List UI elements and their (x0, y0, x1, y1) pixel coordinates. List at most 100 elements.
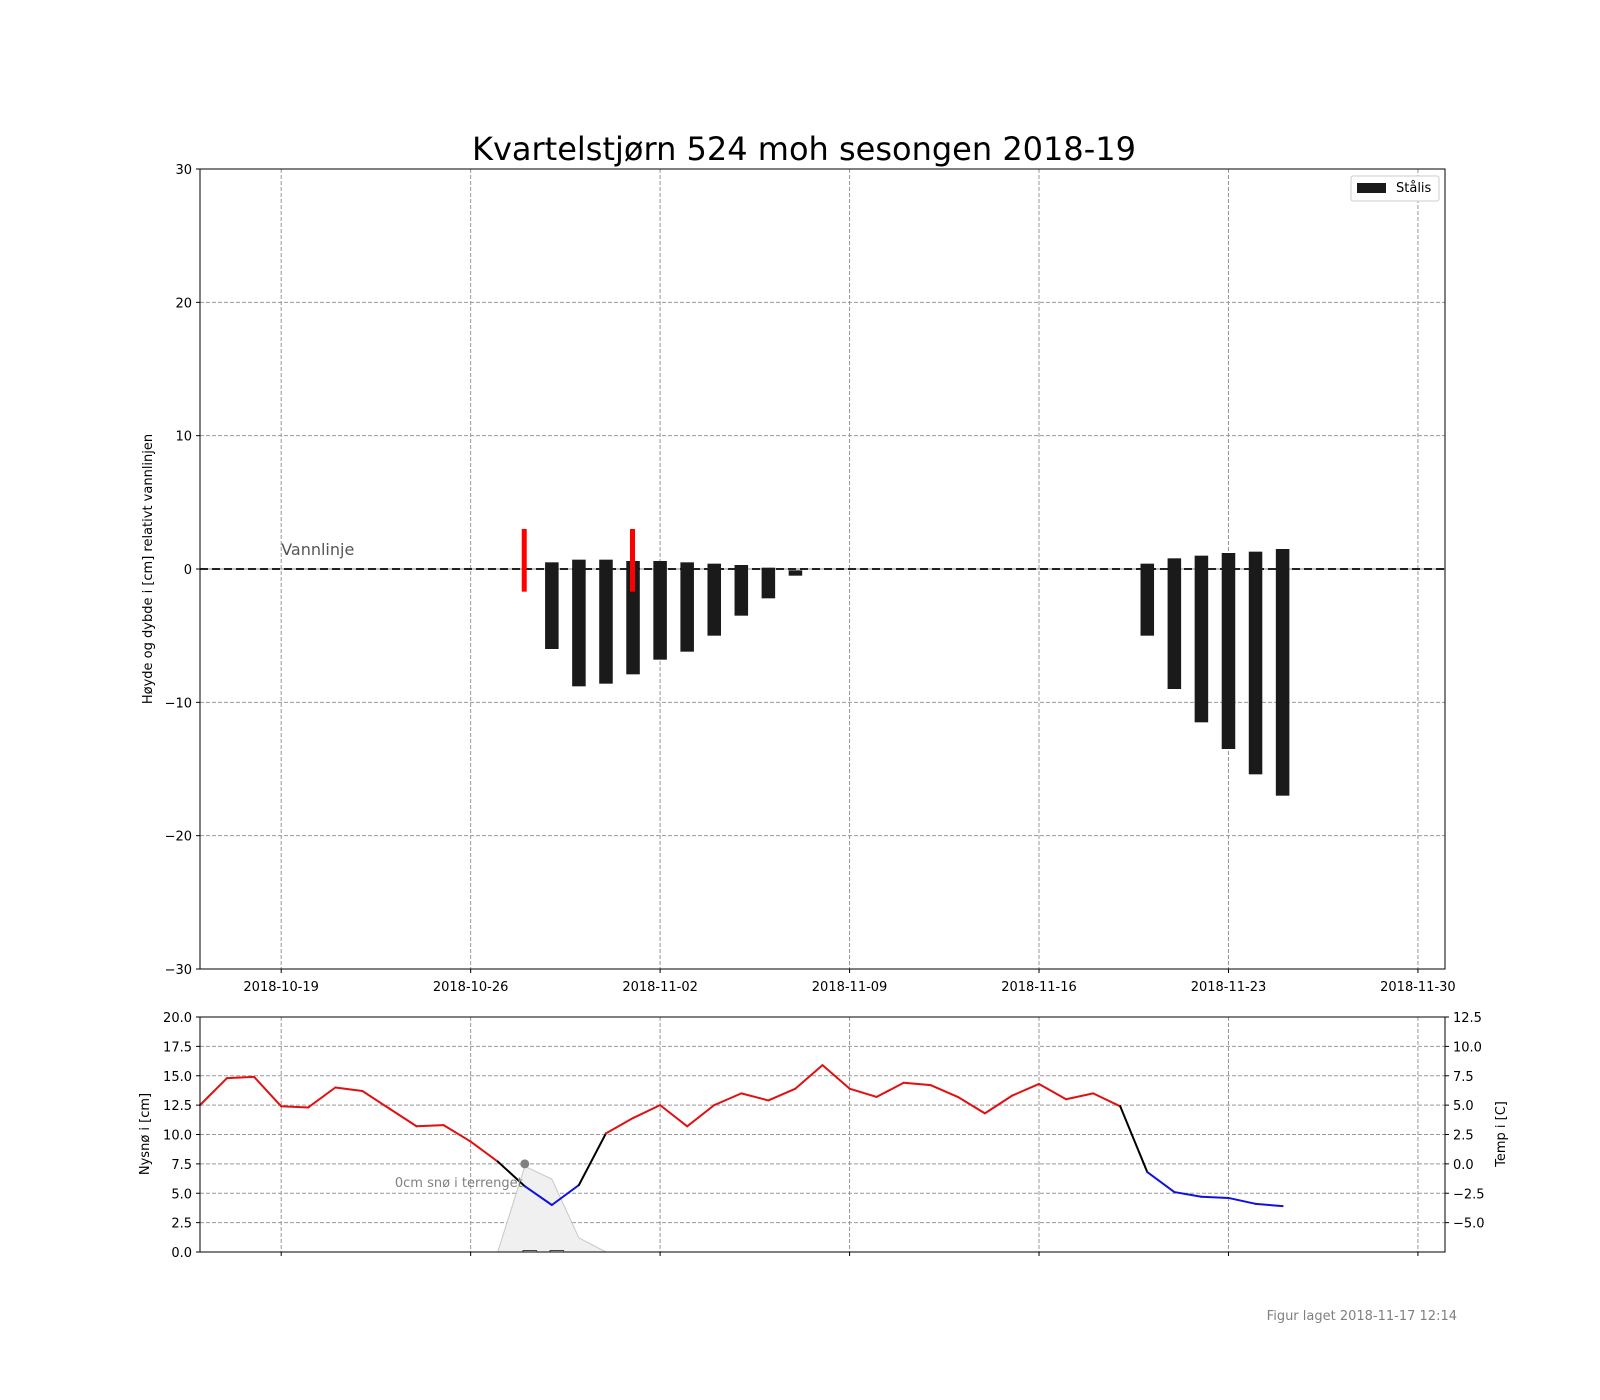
top-x-tick-label: 2018-10-26 (433, 980, 509, 995)
ice-bar (680, 562, 694, 652)
temperature-segment (983, 1094, 1013, 1115)
ice-bar (1167, 558, 1182, 689)
top-marks: Vannlinje (200, 529, 1445, 796)
temperature-segment (713, 1092, 743, 1107)
bottom-y-tick-label: 15.0 (163, 1070, 192, 1085)
top-x-tick-label: 2018-11-16 (1001, 980, 1077, 995)
bottom-y-tick-label: 17.5 (163, 1040, 192, 1055)
top-ticks: 30 20 10 0 −10 −20 −30 2018-10-19 2018-10-26 2018… (165, 163, 1456, 995)
top-y-tick-label: 0 (184, 563, 192, 578)
bottom-y-axis-label: Nysnø i [cm] (138, 1093, 153, 1175)
temperature-segment (415, 1124, 445, 1128)
temperature-segment (1227, 1196, 1257, 1205)
temperature-segment (1092, 1092, 1122, 1108)
bottom-y-tick-label: 20.0 (163, 1011, 192, 1026)
temperature-segment (1254, 1202, 1284, 1208)
temperature-segment (632, 1104, 662, 1120)
top-y-tick-label: 10 (175, 430, 192, 445)
temperature-segment (1038, 1082, 1068, 1101)
bottom-y2-tick-label: 5.0 (1453, 1099, 1474, 1114)
temperature-segment (496, 1160, 526, 1188)
top-x-tick-label: 2018-10-19 (243, 980, 319, 995)
red-marker (521, 529, 527, 592)
ice-bar (734, 565, 749, 616)
legend-label-staalis: Stålis (1396, 181, 1432, 196)
temperature-segment (469, 1140, 499, 1163)
temperature-segment (334, 1086, 364, 1093)
temperature-segment (659, 1104, 689, 1128)
bottom-y-tick-label: 12.5 (163, 1099, 192, 1114)
top-y-tick-label: −10 (165, 696, 192, 711)
ice-bar (545, 562, 559, 649)
temperature-segment (821, 1064, 851, 1090)
top-x-tick-label: 2018-11-02 (622, 980, 698, 995)
bottom-marks: 0cm snø i terrenget (199, 1064, 1284, 1253)
temperature-segment (794, 1064, 824, 1090)
temperature-segment (307, 1086, 337, 1109)
temperature-segment (848, 1087, 878, 1098)
temperature-segment (1065, 1092, 1095, 1101)
bottom-y2-tick-label: 12.5 (1453, 1011, 1482, 1026)
temperature-segment (902, 1081, 932, 1087)
top-x-tick-label: 2018-11-23 (1191, 980, 1267, 995)
temperature-segment (361, 1090, 391, 1110)
temperature-segment (199, 1077, 229, 1107)
bottom-y-tick-label: 5.0 (171, 1187, 192, 1202)
bottom-y2-tick-label: −5.0 (1453, 1217, 1485, 1232)
temperature-segment (523, 1185, 553, 1206)
legend-box (1350, 175, 1440, 202)
top-x-tick-label: 2018-11-09 (812, 980, 888, 995)
temperature-segment (604, 1117, 635, 1135)
ice-bar (572, 559, 586, 687)
temperature-segment (253, 1075, 283, 1108)
bottom-y2-tick-label: −2.5 (1453, 1187, 1485, 1202)
temperature-segment (550, 1184, 580, 1206)
legend-swatch-staalis (1357, 183, 1386, 193)
temperature-segment (388, 1107, 418, 1128)
temperature-segment (577, 1132, 607, 1187)
temperature-segment (280, 1105, 310, 1109)
bottom-y2-tick-label: 10.0 (1453, 1040, 1482, 1055)
bottom-y-tick-label: 7.5 (171, 1158, 192, 1173)
ice-bar (1221, 553, 1236, 749)
bottom-y2-axis-label: Temp i [C] (1494, 1101, 1509, 1168)
ice-bar (761, 567, 776, 599)
temperature-segment (875, 1081, 905, 1098)
temperature-segment (1173, 1191, 1203, 1198)
ice-bar (1275, 549, 1290, 796)
top-y-tick-label: 30 (175, 163, 192, 178)
snow-annotation: 0cm snø i terrenget (395, 1176, 523, 1191)
bottom-y-tick-label: 0.0 (171, 1246, 192, 1261)
bottom-y2-tick-label: 7.5 (1453, 1070, 1474, 1085)
top-y-axis-label: Høyde og dybde i [cm] relativt vannlinje… (141, 434, 156, 704)
snow-depth-marker (520, 1159, 530, 1169)
legend: Stålis (1350, 175, 1440, 202)
ice-bar (788, 570, 803, 576)
footer-timestamp: Figur laget 2018-11-17 12:14 (1267, 1309, 1457, 1324)
bottom-ticks: 0.0 2.5 5.0 7.5 10.0 12.5 15.0 17.5 20.0 12.5 10.0… (163, 1011, 1485, 1261)
temperature-segment (956, 1095, 986, 1115)
ice-bar (1140, 563, 1155, 636)
temperature-segment (1010, 1082, 1041, 1097)
temperature-segment (1146, 1171, 1176, 1194)
bottom-y-tick-label: 10.0 (163, 1129, 192, 1144)
ice-bar (599, 559, 613, 684)
temperature-segment (767, 1087, 797, 1102)
bottom-y-tick-label: 2.5 (171, 1217, 192, 1232)
temperature-segment (740, 1092, 770, 1102)
ice-bar (1248, 551, 1263, 775)
waterline-label: Vannlinje (281, 540, 354, 559)
ice-bar (626, 561, 640, 675)
temperature-segment (686, 1104, 716, 1128)
temperature-segment (1119, 1105, 1149, 1174)
ice-bar (653, 561, 667, 660)
top-y-tick-label: 20 (175, 296, 192, 311)
bottom-grid (200, 1016, 1445, 1253)
top-x-tick-label: 2018-11-30 (1380, 980, 1456, 995)
red-marker (630, 529, 636, 592)
ice-bar (707, 563, 722, 636)
bottom-y2-tick-label: 0.0 (1453, 1158, 1474, 1173)
bottom-y2-tick-label: 2.5 (1453, 1129, 1474, 1144)
temperature-segment (929, 1084, 959, 1098)
